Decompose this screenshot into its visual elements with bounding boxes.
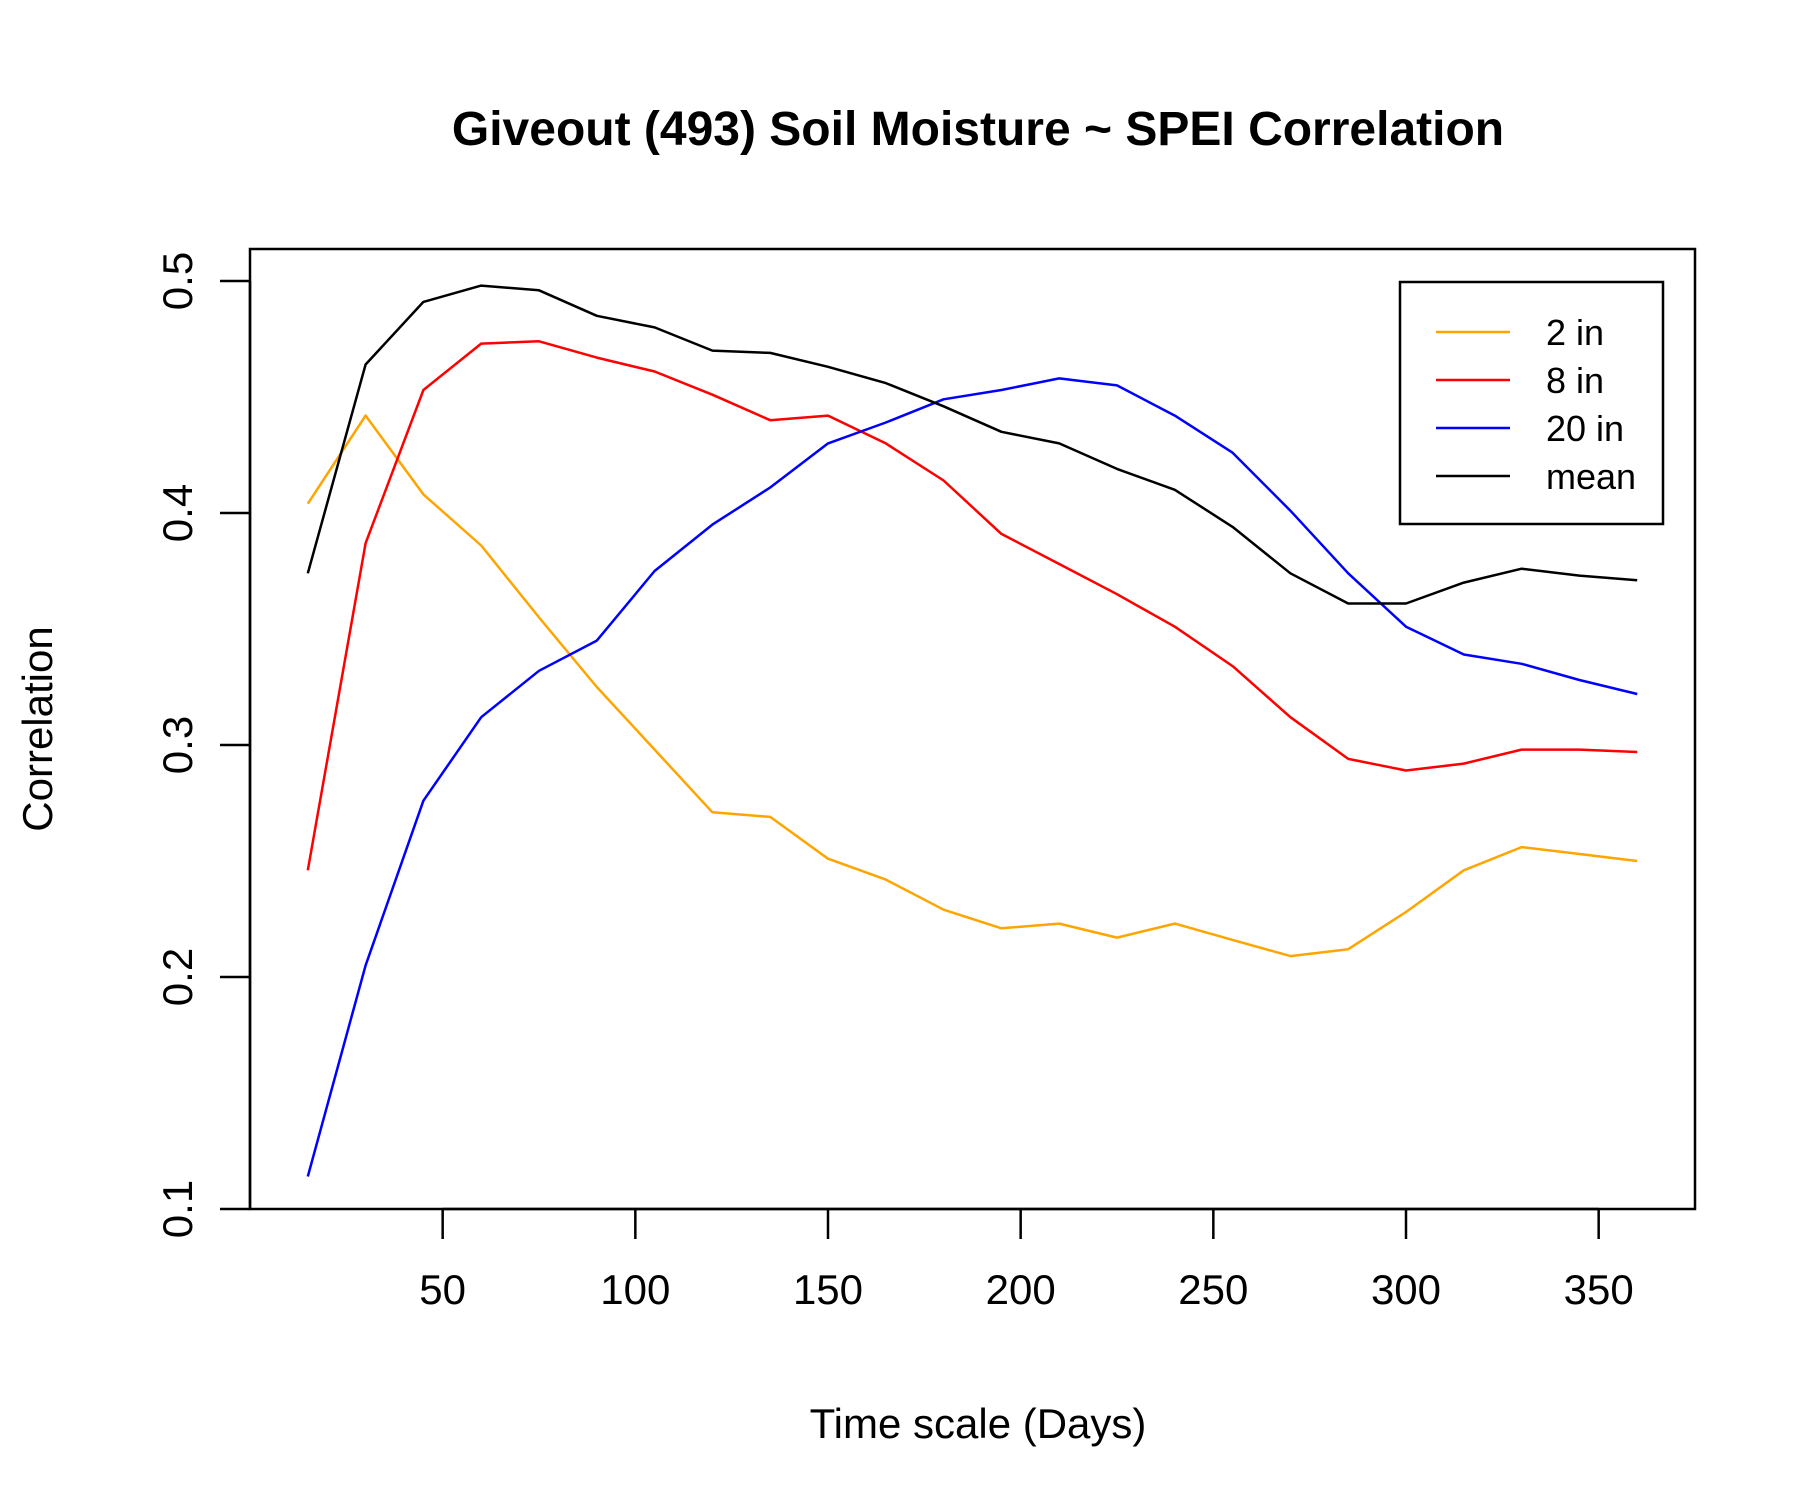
x-axis: 50 100 150 200 250 300 350	[419, 1207, 1634, 1313]
legend-label: 2 in	[1546, 312, 1604, 353]
x-tick-label: 150	[793, 1266, 863, 1313]
y-tick-label: 0.4	[154, 484, 201, 542]
legend-label: mean	[1546, 456, 1636, 497]
legend-box	[1398, 280, 1665, 526]
series-line-2-in	[306, 414, 1638, 958]
legend: 2 in 8 in 20 in mean	[1398, 280, 1665, 526]
series-line-20-in	[306, 377, 1638, 1177]
series-group	[306, 284, 1638, 1177]
legend-label: 8 in	[1546, 360, 1604, 401]
y-tick-label: 0.1	[154, 1180, 201, 1238]
y-axis: 0.1 0.2 0.3 0.4 0.5	[154, 252, 252, 1238]
x-tick-label: 250	[1178, 1266, 1248, 1313]
y-tick-label: 0.5	[154, 252, 201, 310]
series-line-8-in	[306, 340, 1638, 871]
x-tick-label: 100	[600, 1266, 670, 1313]
y-tick-label: 0.2	[154, 948, 201, 1006]
x-tick-label: 350	[1564, 1266, 1634, 1313]
x-tick-label: 50	[419, 1266, 466, 1313]
y-tick-label: 0.3	[154, 716, 201, 774]
series-line-mean	[306, 284, 1638, 605]
chart-title: Giveout (493) Soil Moisture ~ SPEI Corre…	[452, 103, 1504, 156]
y-axis-title: Correlation	[14, 626, 61, 831]
x-axis-title: Time scale (Days)	[810, 1400, 1147, 1447]
legend-label: 20 in	[1546, 408, 1624, 449]
x-tick-label: 300	[1371, 1266, 1441, 1313]
x-tick-label: 200	[986, 1266, 1056, 1313]
